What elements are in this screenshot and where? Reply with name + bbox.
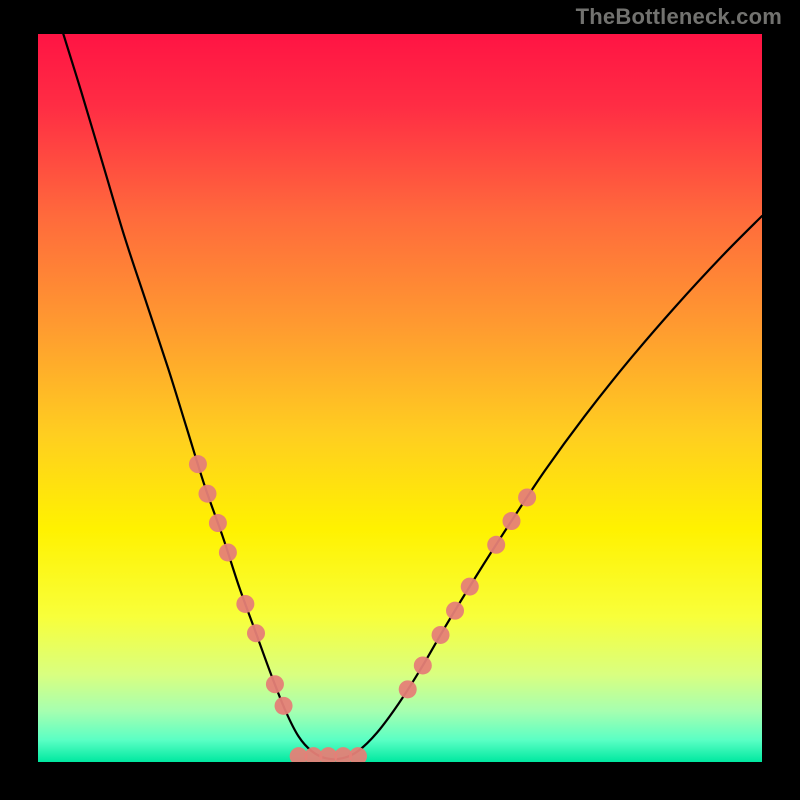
curve-bead (414, 656, 432, 674)
curve-bead (487, 536, 505, 554)
plot-area (38, 34, 762, 762)
watermark-text: TheBottleneck.com (576, 4, 782, 30)
curve-bead (349, 747, 367, 762)
curve-bead (446, 602, 464, 620)
curve-bead (219, 543, 237, 561)
curve-bead (209, 514, 227, 532)
curve-bead (461, 578, 479, 596)
bottleneck-curve (63, 34, 762, 759)
curve-layer (38, 34, 762, 762)
curve-bead (199, 485, 217, 503)
curve-bead (275, 697, 293, 715)
curve-bead (432, 626, 450, 644)
curve-bead (189, 455, 207, 473)
curve-bead (399, 680, 417, 698)
curve-bead (518, 488, 536, 506)
curve-bead (502, 512, 520, 530)
curve-bead (247, 624, 265, 642)
chart-frame: TheBottleneck.com (0, 0, 800, 800)
curve-bead (266, 675, 284, 693)
curve-bead (236, 595, 254, 613)
